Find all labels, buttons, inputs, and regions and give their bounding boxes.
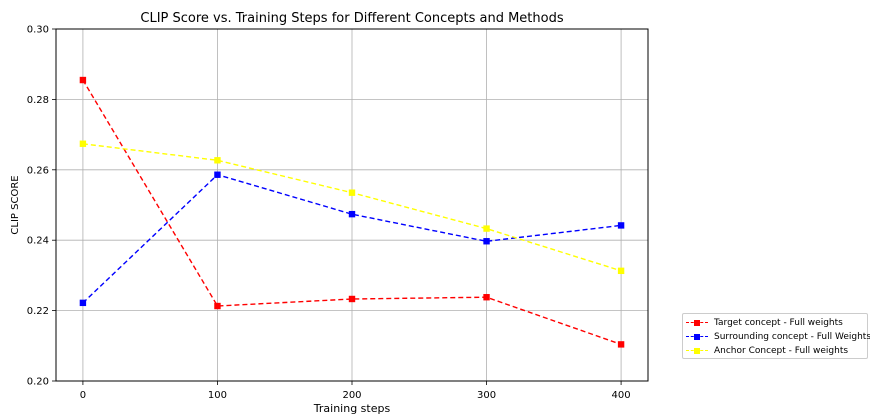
data-point bbox=[79, 140, 87, 147]
series-line-2 bbox=[82, 173, 622, 304]
data-point bbox=[214, 302, 221, 310]
legend-item: Anchor Concept - Full weights bbox=[686, 344, 864, 358]
data-point bbox=[617, 267, 625, 275]
axis-ticks: 0 100 200 300 400 0.20 0.22 0.24 0.26 0.28 0.30 bbox=[27, 25, 631, 402]
data-point bbox=[348, 295, 356, 303]
data-point bbox=[617, 341, 625, 348]
data-point bbox=[79, 76, 87, 84]
data-point bbox=[348, 189, 356, 196]
y-tick-label: 0.30 bbox=[27, 25, 49, 36]
y-tick-label: 0.22 bbox=[27, 306, 49, 317]
data-point bbox=[617, 222, 625, 229]
data-point bbox=[79, 299, 87, 307]
y-tick-label: 0.20 bbox=[27, 377, 49, 388]
legend-item: Target concept - Full weights bbox=[686, 316, 864, 330]
legend-swatch bbox=[686, 346, 708, 356]
x-tick-label: 200 bbox=[342, 390, 361, 401]
series-group bbox=[79, 76, 625, 348]
legend-label: Anchor Concept - Full weights bbox=[714, 346, 849, 356]
data-point bbox=[483, 238, 490, 245]
series-line-1 bbox=[82, 79, 622, 346]
x-tick-label: 0 bbox=[80, 390, 86, 401]
legend-swatch bbox=[686, 318, 708, 328]
x-tick-label: 100 bbox=[208, 390, 227, 401]
legend-label: Surrounding concept - Full Weights bbox=[714, 332, 870, 342]
y-tick-label: 0.26 bbox=[27, 165, 49, 176]
grid-lines bbox=[56, 28, 648, 382]
x-axis-label: Training steps bbox=[313, 402, 391, 414]
data-point bbox=[348, 210, 356, 218]
legend: Target concept - Full weights Surrounding… bbox=[682, 313, 870, 359]
legend-swatch bbox=[686, 332, 708, 342]
x-tick-label: 400 bbox=[612, 390, 631, 401]
chart-title: CLIP Score vs. Training Steps for Differ… bbox=[140, 11, 563, 26]
y-axis-label: CLIP SCORE bbox=[10, 175, 21, 234]
legend-label: Target concept - Full weights bbox=[714, 318, 843, 328]
data-point bbox=[483, 294, 490, 301]
data-point bbox=[483, 225, 490, 232]
y-tick-label: 0.28 bbox=[27, 95, 49, 106]
data-point bbox=[214, 171, 221, 178]
x-tick-label: 300 bbox=[477, 390, 496, 401]
legend-item: Surrounding concept - Full Weights bbox=[686, 330, 870, 344]
y-tick-label: 0.24 bbox=[27, 236, 49, 247]
data-point bbox=[214, 157, 221, 164]
